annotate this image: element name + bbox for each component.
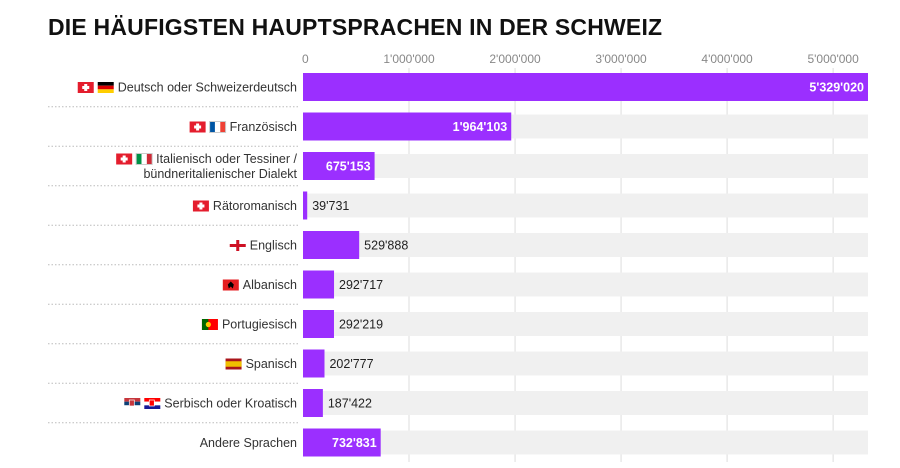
bar (303, 428, 381, 457)
bar-value-label: 732'831 (332, 436, 377, 450)
bar (303, 349, 325, 378)
flag-rs-icon (124, 398, 141, 409)
flag-ch-icon (189, 121, 206, 133)
flag-emblem (205, 321, 211, 328)
category-label: Andere Sprachen (200, 436, 297, 450)
category-label: Portugiesisch (222, 318, 297, 332)
flag-stripe (209, 121, 215, 133)
flag-cross-h (197, 204, 205, 208)
category-label: Deutsch oder Schweizerdeutsch (118, 81, 297, 95)
x-tick-label: 4'000'000 (701, 52, 753, 66)
flag-stripe (144, 405, 161, 409)
category-label: Rätoromanisch (213, 199, 297, 213)
flag-pt-icon (201, 319, 218, 330)
bar-value-label: 202'777 (329, 357, 373, 371)
flag-cross-h (194, 125, 202, 129)
flag-cross-h (229, 244, 246, 247)
category-label: Serbisch oder Kroatisch (164, 397, 297, 411)
bar-track (303, 391, 868, 415)
category-label: Albanisch (243, 278, 297, 292)
x-tick-label: 3'000'000 (595, 52, 647, 66)
flag-stripe (225, 361, 242, 367)
bar-track (303, 233, 868, 257)
category-label: Englisch (250, 239, 297, 253)
category-label: Italienisch oder Tessiner / (156, 152, 297, 166)
bar-value-label: 39'731 (312, 199, 349, 213)
bar (303, 270, 335, 299)
bar-value-label: 675'153 (326, 160, 371, 174)
flag-emblem (128, 399, 135, 407)
bar (303, 231, 360, 259)
flag-de-icon (97, 82, 114, 93)
flag-stripe (97, 89, 114, 93)
flag-en-icon (229, 240, 246, 251)
flag-stripe (136, 153, 142, 165)
x-tick-label: 5'000'000 (807, 52, 859, 66)
flag-stripe (97, 85, 114, 90)
flag-cross-h (120, 157, 128, 161)
flag-stripe (214, 121, 221, 133)
bar-track (303, 430, 868, 455)
flag-es-icon (225, 358, 242, 370)
bar-track (303, 193, 868, 218)
bar-value-label: 1'964'103 (453, 120, 508, 134)
flag-it-icon (135, 153, 153, 165)
flag-stripe (146, 153, 153, 165)
flag-stripe (124, 405, 141, 409)
flag-stripe (201, 319, 209, 330)
x-tick-label: 1'000'000 (383, 52, 435, 66)
flag-hr-icon (144, 398, 161, 409)
bar (303, 191, 308, 220)
flag-ch-icon (77, 82, 94, 93)
bar-track (303, 351, 868, 376)
flag-stripe (97, 82, 114, 86)
flag-border (209, 121, 227, 133)
bar-value-label: 292'219 (339, 318, 383, 332)
bar-track (303, 312, 868, 336)
bar (303, 152, 375, 180)
flag-fr-icon (209, 121, 227, 133)
bar-track (303, 154, 868, 178)
flag-eagle (227, 281, 234, 289)
bar (303, 73, 868, 101)
bar-value-label: 529'888 (364, 239, 408, 253)
bar-value-label: 292'717 (339, 278, 383, 292)
bar (303, 112, 512, 141)
x-tick-label: 2'000'000 (489, 52, 541, 66)
flag-ch-icon (116, 153, 133, 165)
flag-ch-icon (192, 200, 209, 212)
category-label: bündneritalienischer Dialekt (143, 167, 297, 181)
category-label: Spanisch (246, 357, 297, 371)
flag-emblem (148, 399, 155, 407)
x-tick-label: 0 (302, 52, 309, 66)
category-label: Französisch (230, 120, 297, 134)
flag-stripe (220, 121, 226, 133)
flag-stripe (141, 153, 147, 165)
bar (303, 389, 323, 417)
bar-value-label: 187'422 (328, 397, 372, 411)
bar-value-label: 5'329'020 (809, 81, 864, 95)
bar (303, 310, 334, 338)
chart-title: DIE HÄUFIGSTEN HAUPTSPRACHEN IN DER SCHW… (48, 14, 663, 40)
flag-cross-h (82, 86, 90, 89)
flag-al-icon (222, 279, 239, 291)
bar-track (303, 272, 868, 297)
flag-border (135, 153, 153, 165)
